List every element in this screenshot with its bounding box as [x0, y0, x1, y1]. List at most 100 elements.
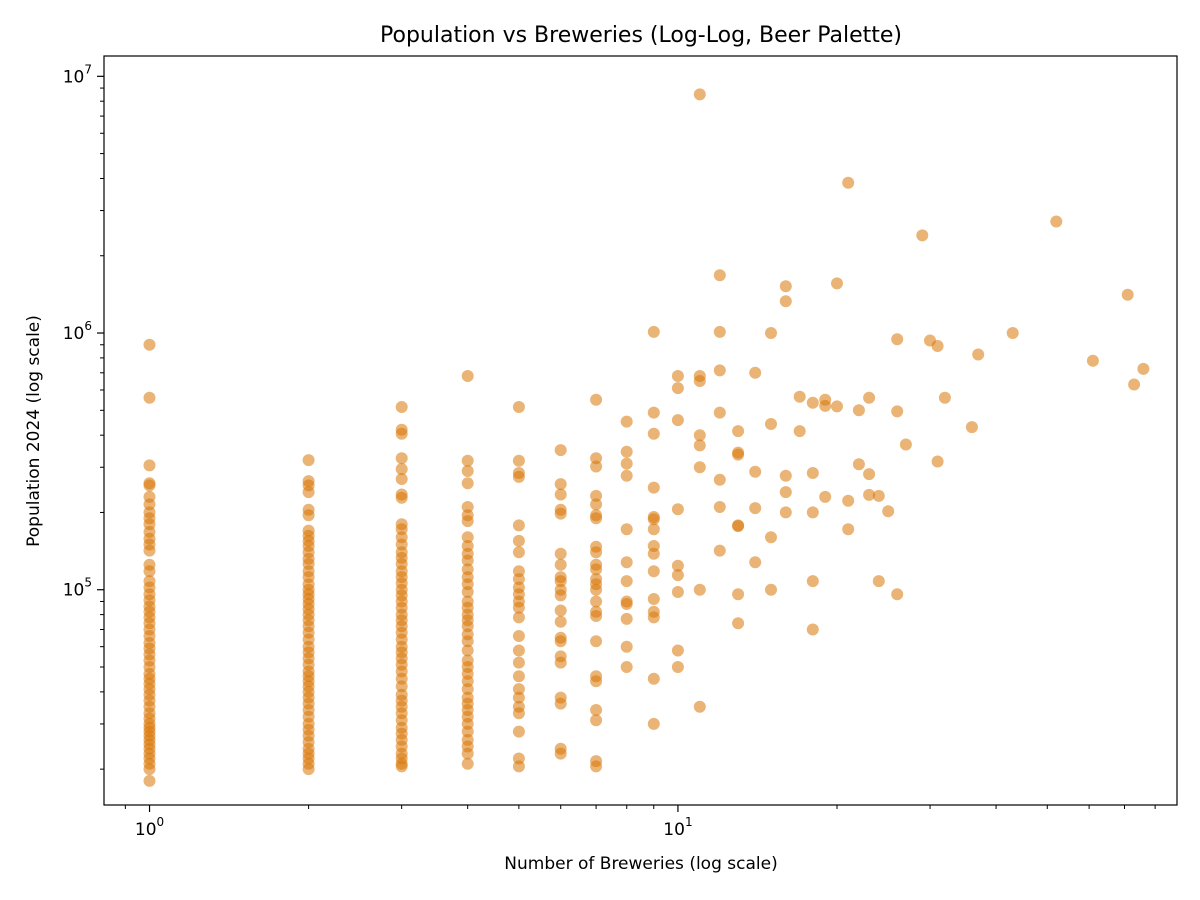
y-tick-label: 105: [63, 576, 92, 601]
data-point: [647, 481, 660, 494]
data-point: [1050, 215, 1063, 228]
data-point: [512, 519, 525, 532]
data-point: [938, 391, 951, 404]
data-point: [693, 461, 706, 474]
data-point: [693, 583, 706, 596]
data-point: [554, 575, 567, 588]
data-point: [863, 468, 876, 481]
data-point: [713, 473, 726, 486]
data-point: [461, 501, 474, 513]
data-point: [863, 391, 876, 404]
data-point: [590, 714, 603, 727]
data-point: [590, 704, 603, 716]
data-point: [806, 623, 819, 636]
data-point: [620, 457, 633, 470]
data-point: [461, 454, 474, 467]
data-point: [863, 488, 876, 501]
data-point: [590, 583, 603, 596]
data-point: [512, 601, 525, 614]
data-point: [819, 399, 832, 412]
data-point: [1086, 354, 1099, 367]
data-point: [647, 325, 660, 338]
data-point: [891, 405, 904, 418]
data-point: [899, 438, 912, 451]
data-point: [590, 512, 603, 525]
data-point: [590, 460, 603, 473]
data-point: [395, 401, 408, 413]
data-point: [590, 675, 603, 688]
data-point: [620, 415, 633, 428]
data-point: [713, 325, 726, 338]
data-point: [395, 491, 408, 504]
data-point: [713, 269, 726, 282]
data-point: [395, 760, 408, 773]
data-point: [671, 644, 684, 657]
data-point: [819, 490, 832, 503]
data-point: [779, 486, 792, 499]
data-point: [765, 531, 777, 544]
data-point: [732, 617, 745, 630]
data-point: [461, 477, 474, 490]
y-tick-label: 106: [63, 319, 92, 344]
data-point: [842, 523, 855, 536]
x-tick-label: 100: [135, 815, 164, 840]
data-point: [693, 700, 706, 713]
data-point: [693, 375, 706, 387]
data-point: [302, 486, 315, 499]
data-point: [554, 656, 567, 669]
data-point: [143, 459, 156, 472]
data-point: [872, 575, 885, 588]
data-point: [395, 463, 408, 476]
data-point: [620, 661, 633, 673]
data-point: [1121, 288, 1134, 301]
data-point: [590, 489, 603, 502]
data-point: [765, 418, 777, 430]
data-point: [512, 401, 525, 413]
data-point: [732, 588, 745, 601]
data-point: [461, 370, 474, 382]
data-point: [554, 478, 567, 491]
data-point: [842, 494, 855, 507]
data-point: [143, 544, 156, 557]
data-point: [461, 465, 474, 477]
data-point: [395, 452, 408, 465]
data-point: [1137, 362, 1150, 375]
data-point: [512, 683, 525, 696]
data-point: [671, 661, 684, 673]
data-point: [891, 588, 904, 601]
data-point: [671, 586, 684, 598]
data-point: [590, 452, 603, 465]
data-point: [461, 683, 474, 696]
data-point: [765, 583, 777, 596]
data-point: [749, 366, 762, 379]
y-tick-label: 107: [63, 62, 92, 87]
data-point: [554, 507, 567, 520]
data-point: [793, 425, 806, 438]
data-point: [554, 635, 567, 648]
data-point: [693, 439, 706, 452]
data-point: [554, 697, 567, 710]
data-point: [891, 333, 904, 346]
data-point: [590, 595, 603, 608]
data-point: [693, 88, 706, 101]
data-point: [554, 444, 567, 457]
data-point: [302, 509, 315, 522]
data-point: [693, 429, 706, 442]
data-point: [590, 563, 603, 576]
data-point: [620, 612, 633, 625]
data-point: [512, 707, 525, 720]
data-point: [143, 774, 156, 787]
data-point: [590, 546, 603, 559]
data-point: [793, 390, 806, 403]
data-point: [713, 364, 726, 377]
data-point: [395, 680, 408, 693]
data-point: [143, 565, 156, 578]
data-point: [512, 725, 525, 738]
data-point: [590, 635, 603, 648]
data-point: [512, 656, 525, 669]
data-point: [512, 546, 525, 559]
data-point: [647, 593, 660, 605]
data-point: [749, 556, 762, 569]
data-point: [512, 470, 525, 483]
